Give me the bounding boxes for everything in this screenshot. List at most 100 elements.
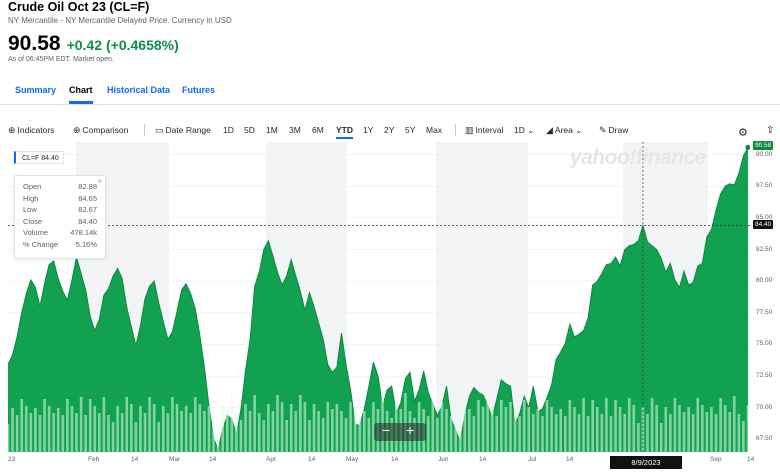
volume-bar	[193, 397, 197, 452]
range-3m[interactable]: 3M	[289, 125, 301, 135]
volume-bar	[404, 393, 407, 452]
gear-icon[interactable]: ⚙	[738, 127, 748, 139]
volume-bar	[308, 420, 311, 452]
quote-tabs: Summary Chart Historical Data Futures	[0, 81, 780, 105]
tab-futures[interactable]: Futures	[182, 85, 216, 95]
draw-button[interactable]: ✎ Draw	[599, 125, 628, 136]
volume-bar	[577, 414, 581, 452]
volume-bar	[34, 408, 37, 452]
volume-bar	[84, 415, 87, 452]
volume-bar	[463, 402, 467, 452]
volume-bar	[586, 416, 590, 452]
crosshair-date-badge: 8/9/2023	[610, 456, 682, 469]
volume-bar	[107, 415, 110, 452]
volume-bar	[618, 407, 622, 452]
volume-bar	[326, 402, 330, 452]
volume-bar	[742, 421, 745, 452]
y-axis: 90.00 87.50 85.00 82.50 80.00 77.50 75.00 72.50…	[752, 142, 780, 452]
y-tick-label: 87.50	[756, 182, 773, 190]
toolbar-divider	[144, 124, 145, 136]
range-1y[interactable]: 1Y	[363, 125, 374, 135]
pencil-icon: ✎	[599, 125, 607, 135]
volume-bar	[641, 407, 645, 452]
interval-button[interactable]: ▥ Interval	[465, 125, 503, 136]
volume-bar	[568, 400, 572, 452]
price-chart[interactable]	[8, 142, 750, 452]
volume-bar	[257, 413, 261, 452]
x-tick-label: 14	[566, 456, 574, 463]
interval-select[interactable]: 1D ⌄	[514, 125, 534, 136]
interval-value: 1D	[514, 125, 525, 135]
range-1m[interactable]: 1M	[266, 125, 278, 135]
x-tick-label: Feb	[88, 456, 100, 463]
close-icon[interactable]: ×	[97, 177, 102, 186]
volume-bar	[719, 398, 722, 452]
volume-bar	[605, 398, 608, 452]
range-2y[interactable]: 2Y	[384, 125, 395, 135]
x-tick-label: 14	[391, 456, 399, 463]
volume-bar	[504, 407, 508, 452]
comparison-button[interactable]: ⊕ Comparison	[73, 125, 128, 136]
indicators-label: Indicators	[17, 125, 55, 135]
volume-bar	[8, 424, 10, 452]
tab-chart[interactable]: Chart	[69, 85, 93, 104]
chart-type-label: Area	[554, 125, 573, 135]
volume-bar	[559, 409, 563, 452]
date-range-button[interactable]: ▭ Date Range	[155, 125, 211, 136]
volume-bar	[116, 406, 119, 452]
chart-type-button[interactable]: ◢ Area ⌄	[546, 125, 582, 136]
x-tick-label: 14	[479, 456, 487, 463]
volume-bar	[20, 399, 24, 452]
volume-bar	[280, 402, 284, 452]
volume-bar	[710, 407, 713, 452]
volume-bar	[632, 405, 636, 452]
chart-svg[interactable]	[8, 142, 750, 452]
quote-subtitle: NY Mercantile - NY Mercantile Delayed Pr…	[8, 16, 232, 25]
volume-bar	[225, 411, 229, 452]
volume-bar	[468, 409, 471, 452]
volume-bar	[440, 402, 444, 452]
zoom-out-button[interactable]: −	[382, 422, 391, 438]
y-tick-label: 90.00	[756, 150, 773, 158]
volume-bar	[691, 414, 695, 452]
volume-bar	[500, 400, 503, 452]
range-1d[interactable]: 1D	[223, 125, 234, 135]
y-tick-label: 82.50	[756, 245, 773, 253]
volume-bar	[120, 413, 124, 452]
zoom-in-button[interactable]: +	[406, 422, 415, 438]
range-5y[interactable]: 5Y	[405, 125, 416, 135]
y-tick-label: 67.50	[756, 435, 773, 443]
last-price-badge: 90.58	[753, 141, 774, 151]
date-range-label: Date Range	[165, 125, 211, 135]
volume-bar	[216, 420, 220, 452]
candles-icon: ▥	[465, 125, 474, 135]
zoom-controls: − +	[374, 422, 426, 441]
chevron-down-icon: ⌄	[575, 125, 583, 135]
volume-bar	[454, 400, 457, 452]
volume-bar	[38, 415, 42, 452]
volume-bar	[102, 397, 106, 452]
symbol-legend[interactable]: CL=F 84.40	[14, 151, 64, 164]
volume-bar	[659, 423, 663, 452]
share-icon[interactable]: ⇪	[766, 125, 775, 136]
volume-bar	[349, 402, 352, 452]
tab-summary[interactable]: Summary	[15, 85, 57, 95]
price-change: +0.42	[66, 37, 102, 53]
range-6m[interactable]: 6M	[312, 125, 324, 135]
range-5d[interactable]: 5D	[244, 125, 255, 135]
volume-bar	[381, 393, 384, 452]
volume-bar	[614, 400, 617, 452]
x-tick-label: Sep	[710, 456, 722, 463]
volume-bar	[294, 411, 298, 452]
volume-bar	[303, 402, 307, 452]
x-tick-label: 14	[131, 456, 139, 463]
indicators-button[interactable]: ⊕ Indicators	[8, 125, 54, 136]
ohlc-label: Volume	[23, 228, 49, 237]
ohlc-value: 5.16%	[75, 239, 97, 249]
range-max[interactable]: Max	[426, 125, 443, 135]
tab-historical-data[interactable]: Historical Data	[107, 85, 171, 95]
volume-bar	[362, 411, 366, 452]
x-tick-label: 14	[308, 456, 316, 463]
range-ytd[interactable]: YTD	[336, 125, 353, 139]
volume-bar	[11, 408, 14, 452]
